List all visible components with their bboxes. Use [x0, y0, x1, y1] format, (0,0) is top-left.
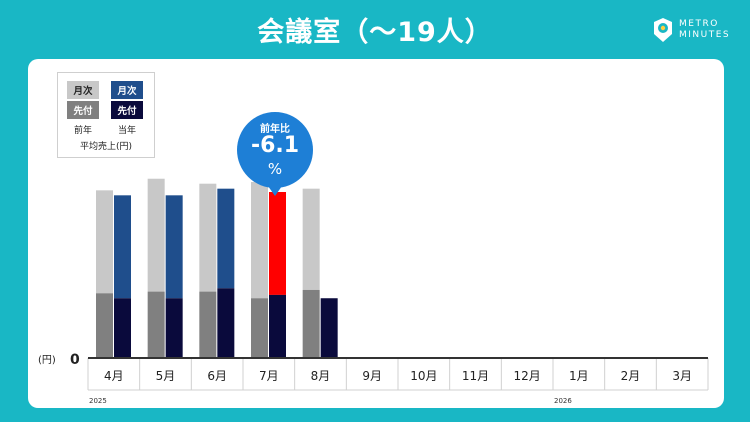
- yoy-callout: 前年比 -6.1 %: [237, 112, 313, 196]
- bar-prev-advance: [96, 293, 113, 358]
- bar-curr-advance: [165, 298, 183, 358]
- x-tick-label: 12月: [514, 369, 541, 383]
- bar-prev-advance: [147, 291, 165, 358]
- y-zero-label: 0: [70, 352, 80, 368]
- x-tick-label: 7月: [259, 369, 279, 383]
- location-pin-icon: [654, 18, 672, 42]
- bar-curr-monthly: [114, 195, 131, 299]
- y-unit-label: (円): [38, 355, 56, 366]
- x-tick-label: 2月: [621, 369, 641, 383]
- bar-prev-monthly: [302, 188, 320, 290]
- bar-curr-advance: [217, 288, 235, 358]
- legend-curr-monthly-swatch: 月次: [111, 81, 143, 99]
- bar-curr-monthly: [217, 188, 235, 289]
- bar-prev-advance: [302, 289, 320, 358]
- bar-curr-monthly: [165, 195, 183, 299]
- x-tick-label: 4月: [104, 369, 124, 383]
- page-title: 会議室（〜19人）: [257, 17, 493, 48]
- legend-this-year-label: 当年: [117, 126, 136, 136]
- x-tick-label: 3月: [672, 369, 692, 383]
- x-year-label: 2025: [89, 397, 107, 405]
- x-tick-label: 8月: [311, 369, 331, 383]
- bar-prev-monthly: [96, 190, 113, 294]
- brand-logo[interactable]: METRO MINUTES: [652, 18, 730, 42]
- x-tick-label: 10月: [410, 369, 437, 383]
- legend-prev-monthly-swatch: 月次: [67, 81, 99, 99]
- legend-prev-advance-swatch: 先付: [67, 101, 99, 119]
- x-tick-label: 11月: [462, 369, 489, 383]
- chart-legend: 月次 先付 月次 先付 前年 当年 平均売上(円): [57, 72, 155, 158]
- bar-prev-advance: [199, 291, 217, 358]
- legend-caption: 平均売上(円): [79, 142, 133, 152]
- x-year-label: 2026: [554, 397, 572, 405]
- bar-prev-advance: [251, 298, 268, 358]
- legend-prev-year-label: 前年: [73, 126, 92, 136]
- legend-curr-advance-swatch: 先付: [111, 101, 143, 119]
- yoy-value: -6.1: [250, 133, 300, 158]
- bar-prev-monthly: [251, 182, 268, 299]
- x-tick-label: 5月: [156, 369, 176, 383]
- chart-card: 4月 2025 5月 6月 7月 8月 9月 10月 11月 12月 1月 2026 2月 3月 (円) 0 …: [28, 59, 724, 408]
- bar-prev-monthly: [147, 178, 165, 292]
- brand-name: METRO MINUTES: [679, 19, 730, 41]
- bar-curr-advance: [269, 294, 286, 358]
- brand-line-2: MINUTES: [679, 30, 731, 40]
- bar-prev-monthly: [199, 183, 217, 292]
- bar-curr-advance: [114, 298, 131, 358]
- x-tick-label: 6月: [207, 369, 227, 383]
- bar-curr-monthly: [269, 192, 286, 295]
- x-tick-label: 9月: [362, 369, 382, 383]
- yoy-label: 前年比: [260, 124, 290, 135]
- sales-bar-chart: 4月 2025 5月 6月 7月 8月 9月 10月 11月 12月 1月 2026 2月 3月 (円) 0: [38, 178, 709, 405]
- bar-curr-advance: [320, 298, 338, 358]
- brand-line-1: METRO: [679, 19, 719, 29]
- x-tick-label: 1月: [569, 369, 589, 383]
- yoy-unit: %: [267, 160, 283, 178]
